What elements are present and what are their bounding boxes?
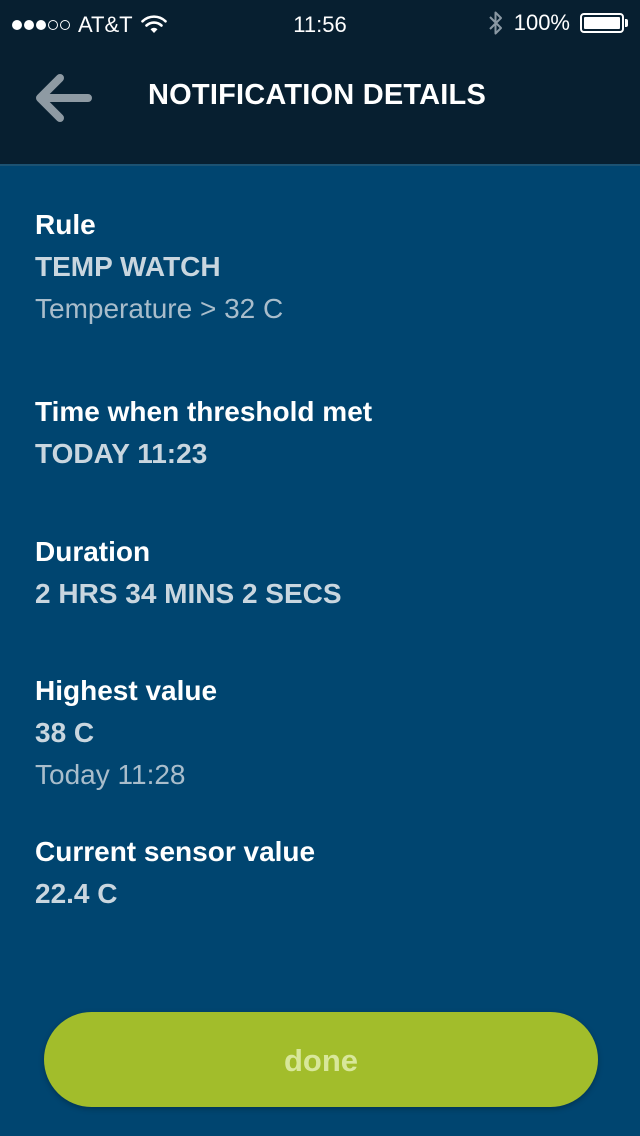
clock: 11:56 [293,12,347,37]
rule-name: TEMP WATCH [35,251,221,282]
duration-section: Duration 2 HRS 34 MINS 2 SECS [35,532,605,616]
battery-fill [584,17,620,29]
signal-dot [24,20,34,30]
bluetooth-icon [489,11,502,35]
threshold-time-value: TODAY 11:23 [35,438,208,469]
duration-label: Duration [35,536,151,567]
signal-strength-icon [12,20,70,30]
threshold-time-section: Time when threshold met TODAY 11:23 [35,392,605,476]
duration-value: 2 HRS 34 MINS 2 SECS [35,578,342,609]
highest-value-label: Highest value [35,675,218,706]
threshold-time-label: Time when threshold met [35,396,373,427]
highest-value-reading: 38 C [35,717,95,748]
carrier-info: AT&T [12,12,167,38]
rule-label: Rule [35,209,96,240]
signal-dot [12,20,22,30]
battery-icon [580,13,628,33]
signal-dot [36,20,46,30]
current-value-reading: 22.4 C [35,878,118,909]
current-value-label: Current sensor value [35,836,316,867]
signal-dot [60,20,70,30]
battery-body [580,13,624,33]
signal-dot [48,20,58,30]
arrow-left-icon [36,74,92,122]
navigation-bar: NOTIFICATION DETAILS [0,48,640,166]
page-title: NOTIFICATION DETAILS [148,79,487,111]
wifi-icon [140,15,167,33]
highest-value-section: Highest value 38 C Today 11:28 [35,671,605,795]
battery-percent: 100% [513,10,570,35]
carrier-name: AT&T [78,12,133,37]
current-value-section: Current sensor value 22.4 C [35,832,605,916]
rule-section: Rule TEMP WATCH Temperature > 32 C [35,205,605,329]
battery-info: 100% [488,10,628,36]
battery-tip [625,19,628,27]
done-button[interactable]: done [44,1012,598,1107]
highest-value-time: Today 11:28 [35,759,186,790]
back-button[interactable] [30,66,94,130]
rule-condition: Temperature > 32 C [35,293,284,324]
status-bar: AT&T 11:56 100% [0,0,640,48]
